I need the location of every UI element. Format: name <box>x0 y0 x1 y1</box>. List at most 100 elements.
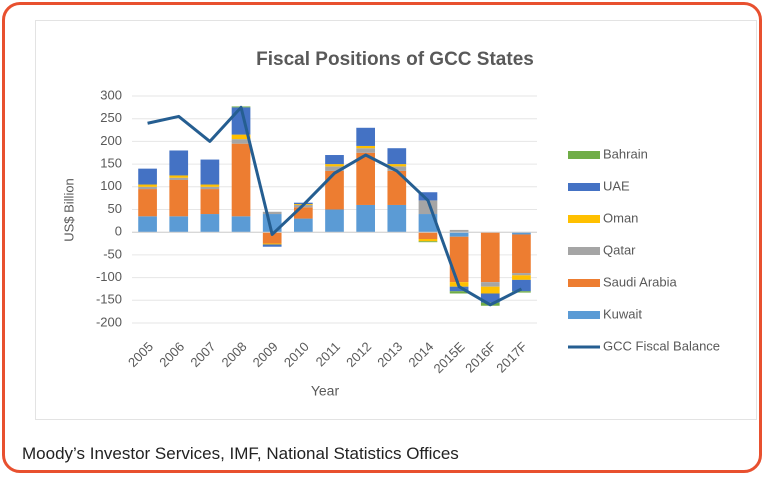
bar-segment <box>200 159 220 185</box>
legend-label: Bahrain <box>603 146 648 161</box>
bar-segment <box>169 175 189 178</box>
bar-segment <box>169 150 189 176</box>
bar-segment <box>387 164 407 167</box>
bar-segment <box>387 166 407 171</box>
x-tick-label: 2006 <box>156 339 187 370</box>
y-tick-label: 200 <box>100 133 122 148</box>
y-tick-label: 100 <box>100 178 122 193</box>
bar-segment <box>356 148 375 153</box>
y-axis-title: US$ Billion <box>61 178 76 242</box>
legend-swatch <box>568 247 600 255</box>
bar-segment <box>356 145 375 149</box>
bar-segment <box>387 170 407 205</box>
bar-segment <box>512 232 531 235</box>
x-tick-label: 2016F <box>462 339 499 376</box>
bar-segment <box>512 273 531 276</box>
bar-segment <box>200 214 220 233</box>
chart-title: Fiscal Positions of GCC States <box>256 49 534 70</box>
bar-segment <box>512 279 531 292</box>
y-tick-label: -150 <box>96 292 122 307</box>
x-tick-label: 2007 <box>187 339 218 370</box>
bar-segment <box>512 291 531 293</box>
bar-segment <box>418 232 438 240</box>
bar-segment <box>325 164 344 167</box>
source-note: Moody’s Investor Services, IMF, National… <box>22 444 459 463</box>
bar-segment <box>449 229 469 233</box>
legend-label: Oman <box>603 210 638 225</box>
bar-segment <box>169 179 189 217</box>
bar-segment <box>480 282 500 287</box>
bar-segment <box>449 232 469 237</box>
bar-segment <box>262 211 282 215</box>
bar-segment <box>418 239 438 242</box>
legend-swatch <box>568 279 600 287</box>
bar-segment <box>138 186 157 190</box>
x-tick-label: 2008 <box>219 339 250 370</box>
bar-segment <box>356 152 375 205</box>
bar-segment <box>231 134 251 140</box>
bar-segment <box>387 204 407 233</box>
bar-segment <box>200 184 220 187</box>
bar-segment <box>418 241 438 243</box>
bar-segment <box>262 232 282 244</box>
legend-label: Saudi Arabia <box>603 274 677 289</box>
bar-segment <box>480 293 500 303</box>
bar-segment <box>325 166 344 171</box>
line-series <box>147 105 523 307</box>
bar-segment <box>325 170 344 210</box>
x-tick-label: 2013 <box>374 339 405 370</box>
bar-segment <box>200 189 220 215</box>
bar-segment <box>449 236 469 283</box>
bar-segment <box>418 192 438 201</box>
bar-segment <box>418 214 438 233</box>
x-tick-label: 2012 <box>343 339 374 370</box>
x-tick-label: 2009 <box>250 339 281 370</box>
bar-segment <box>449 286 469 292</box>
legend-label: UAE <box>603 178 630 193</box>
y-tick-label: -100 <box>96 269 122 284</box>
bar-segment <box>231 139 251 144</box>
bar-segment <box>356 204 375 233</box>
x-tick-label: 2017F <box>493 339 530 376</box>
x-tick-label: 2010 <box>281 339 312 370</box>
legend-swatch <box>568 311 600 319</box>
frame <box>2 2 762 473</box>
bar-segment <box>480 286 500 294</box>
bar-segment <box>200 186 220 190</box>
y-tick-label: -50 <box>103 246 122 261</box>
legend-swatch <box>568 151 600 159</box>
bar-segment <box>169 177 189 180</box>
bar-segment <box>356 127 375 146</box>
bar-segment <box>387 148 407 165</box>
bar-segment <box>294 207 313 219</box>
x-tick-label: 2015E <box>430 339 467 376</box>
bar-segment <box>138 189 157 217</box>
legend-label: Qatar <box>603 242 636 257</box>
y-tick-label: 50 <box>108 201 122 216</box>
legend-label: Kuwait <box>603 306 642 321</box>
x-tick-label: 2005 <box>125 339 156 370</box>
bar-segment <box>480 232 500 283</box>
y-tick-label: 0 <box>115 224 122 239</box>
x-tick-label: 2011 <box>313 339 343 369</box>
legend-swatch <box>568 215 600 223</box>
legend-swatch <box>568 183 600 191</box>
bar-segment <box>138 168 157 185</box>
bar-segment <box>138 216 157 233</box>
bar-segment <box>231 216 251 233</box>
y-tick-label: -200 <box>96 314 122 329</box>
chart-card <box>35 20 757 420</box>
bar-segment <box>449 291 469 294</box>
bar-segment <box>294 218 313 233</box>
bar-segment <box>138 184 157 187</box>
bar-segment <box>262 244 282 247</box>
y-tick-label: 150 <box>100 156 122 171</box>
bar-segment <box>512 275 531 280</box>
bar-segment <box>169 216 189 233</box>
bar-segment <box>325 155 344 165</box>
y-tick-label: 300 <box>100 87 122 102</box>
legend-label: GCC Fiscal Balance <box>603 338 720 353</box>
bar-segment <box>262 243 282 245</box>
